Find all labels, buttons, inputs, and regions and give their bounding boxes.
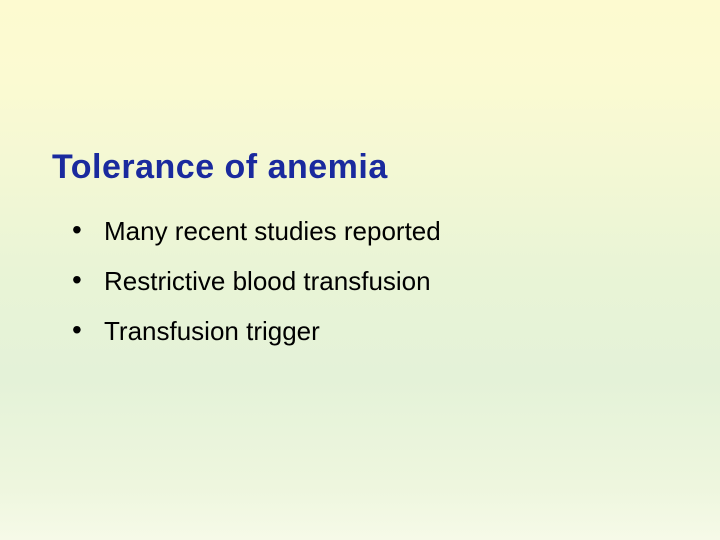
slide-container: Tolerance of anemia Many recent studies … [0, 0, 720, 540]
list-item: Restrictive blood transfusion [70, 268, 441, 294]
list-item: Transfusion trigger [70, 318, 441, 344]
bullet-list: Many recent studies reported Restrictive… [70, 218, 441, 368]
list-item: Many recent studies reported [70, 218, 441, 244]
slide-title: Tolerance of anemia [52, 148, 388, 187]
